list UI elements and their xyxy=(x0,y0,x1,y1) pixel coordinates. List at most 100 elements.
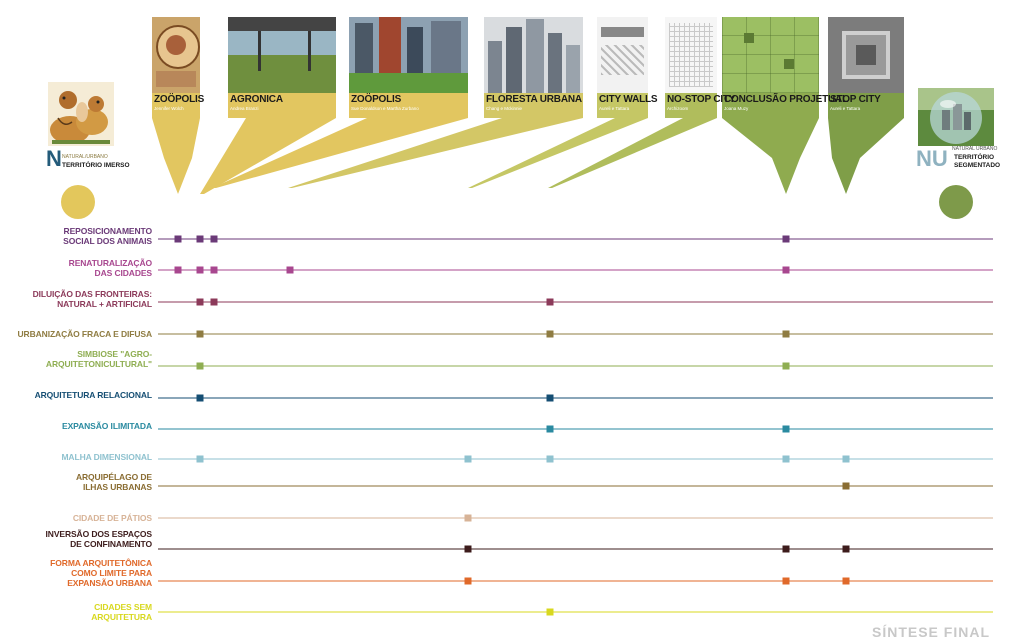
project-callout-8 xyxy=(828,92,904,194)
criteria-marker xyxy=(286,266,294,274)
left-end-subtitle: NATURAL/URBANO xyxy=(62,154,108,160)
project-title: ZOÖPOLIS xyxy=(351,94,402,105)
project-author: Chang e Mckinnie xyxy=(486,106,523,111)
criteria-marker xyxy=(174,266,182,274)
right-end-urbano: URBANO xyxy=(976,146,998,152)
criteria-label: DILUIÇÃO DAS FRONTEIRAS: NATURAL + ARTIF… xyxy=(32,289,153,309)
criteria-marker xyxy=(196,235,204,243)
project-title: CONCLUSÃO PROJETUAL xyxy=(724,94,848,105)
project-author: Aureli e Tattara xyxy=(599,106,630,111)
criteria-marker xyxy=(464,514,472,522)
criteria-marker xyxy=(546,394,554,402)
criteria-marker xyxy=(782,266,790,274)
criteria-marker xyxy=(782,577,790,585)
project-callout-2 xyxy=(200,92,336,194)
criteria-label: REPOSICIONAMENTO SOCIAL DOS ANIMAIS xyxy=(63,226,152,246)
zoopolis-donaldson-image xyxy=(349,17,468,93)
project-author: Sue Donaldson e Martha Zurbano xyxy=(351,106,419,111)
criteria-marker xyxy=(174,235,182,243)
criteria-marker xyxy=(196,266,204,274)
criteria-label: EXPANSÃO ILIMITADA xyxy=(62,421,152,431)
criteria-marker xyxy=(464,577,472,585)
city-walls-image xyxy=(597,17,648,93)
floresta-urbana-image xyxy=(484,17,583,93)
criteria-label: RENATURALIZAÇÃO DAS CIDADES xyxy=(68,258,152,278)
agronica-image xyxy=(228,17,336,93)
right-end-letter: NU xyxy=(916,146,948,171)
start-node xyxy=(61,185,95,219)
project-title: FLORESTA URBANA xyxy=(486,94,582,105)
right-end-territory-2: SEGMENTADO xyxy=(954,162,1001,169)
project-callout-5 xyxy=(468,92,648,188)
project-callout-1 xyxy=(152,92,200,194)
footer-title: SÍNTESE FINAL xyxy=(871,624,990,640)
project-title: STOP CITY xyxy=(830,94,881,105)
criteria-label: SIMBIOSE "AGRO- ARQUITETONICULTURAL" xyxy=(45,349,152,369)
project-title: AGRONICA xyxy=(230,94,283,105)
criteria-marker xyxy=(210,235,218,243)
criteria-label: INVERSÃO DOS ESPAÇOS DE CONFINAMENTO xyxy=(45,529,153,549)
project-label-6: NO-STOP CITY Archizoom xyxy=(667,94,736,112)
conclusao-projetual-image xyxy=(722,17,819,93)
project-label-4: FLORESTA URBANA Chang e Mckinnie xyxy=(486,94,582,112)
project-label-8: STOP CITY Aureli e Tattara xyxy=(830,94,881,112)
criteria-marker xyxy=(196,455,204,463)
criteria-marker xyxy=(782,330,790,338)
criteria-marker xyxy=(546,455,554,463)
left-end-letter: N xyxy=(46,146,62,171)
criteria-marker xyxy=(546,330,554,338)
project-title: CITY WALLS xyxy=(599,94,658,105)
criteria-marker xyxy=(464,455,472,463)
project-label-5: CITY WALLS Aureli e Tattara xyxy=(599,94,658,112)
right-end-territory-1: TERRITÓRIO xyxy=(954,154,995,161)
criteria-marker xyxy=(210,298,218,306)
project-callout-7 xyxy=(722,92,819,194)
criteria-lines xyxy=(158,238,993,613)
criteria-label: MALHA DIMENSIONAL xyxy=(61,452,152,462)
right-end-natural: NATURAL xyxy=(952,146,975,152)
criteria-marker xyxy=(196,394,204,402)
criteria-marker xyxy=(782,235,790,243)
criteria-marker xyxy=(546,608,554,616)
criteria-marker xyxy=(464,545,472,553)
zoopolis-wolch-image xyxy=(152,17,200,93)
stop-city-image xyxy=(828,17,904,93)
project-label-3: ZOÖPOLIS Sue Donaldson e Martha Zurbano xyxy=(351,94,419,112)
project-callouts xyxy=(152,92,904,194)
project-label-1: ZOÖPOLIS Jennifer Wolch xyxy=(154,94,204,112)
no-stop-city-image xyxy=(665,17,717,93)
project-title: NO-STOP CITY xyxy=(667,94,736,105)
criteria-marker xyxy=(196,298,204,306)
criteria-marker xyxy=(782,425,790,433)
criteria-label: FORMA ARQUITETÔNICA COMO LIMITE PARA EXP… xyxy=(50,558,152,588)
end-node xyxy=(939,185,973,219)
project-author: Joana Muzy xyxy=(724,106,749,111)
criteria-marker xyxy=(782,545,790,553)
project-callout-3 xyxy=(212,92,468,188)
criteria-marker xyxy=(782,362,790,370)
criteria-markers xyxy=(174,235,850,616)
animals-illustration xyxy=(48,82,114,146)
project-title: ZOÖPOLIS xyxy=(154,94,205,105)
criteria-marker xyxy=(782,455,790,463)
criteria-label: ARQUITETURA RELACIONAL xyxy=(34,390,153,400)
left-end-territory: TERRITÓRIO IMERSO xyxy=(62,162,130,169)
project-label-7: CONCLUSÃO PROJETUAL Joana Muzy xyxy=(724,94,848,112)
project-author: Andrea Branzi xyxy=(230,106,259,111)
project-author: Aureli e Tattara xyxy=(830,106,861,111)
criteria-marker xyxy=(842,545,850,553)
criteria-label: ARQUIPÉLAGO DE ILHAS URBANAS xyxy=(75,472,152,492)
criteria-marker xyxy=(196,362,204,370)
project-author: Archizoom xyxy=(667,106,689,111)
project-callout-4 xyxy=(288,92,583,188)
criteria-marker xyxy=(546,425,554,433)
criteria-marker xyxy=(842,577,850,585)
criteria-marker xyxy=(210,266,218,274)
bubble-city-illustration xyxy=(918,88,994,146)
project-label-2: AGRONICA Andrea Branzi xyxy=(230,94,283,112)
criteria-marker xyxy=(842,482,850,490)
criteria-label: URBANIZAÇÃO FRACA E DIFUSA xyxy=(17,329,153,339)
project-author: Jennifer Wolch xyxy=(154,106,184,111)
criteria-label: CIDADES SEM ARQUITETURA xyxy=(91,602,152,622)
criteria-marker xyxy=(842,455,850,463)
